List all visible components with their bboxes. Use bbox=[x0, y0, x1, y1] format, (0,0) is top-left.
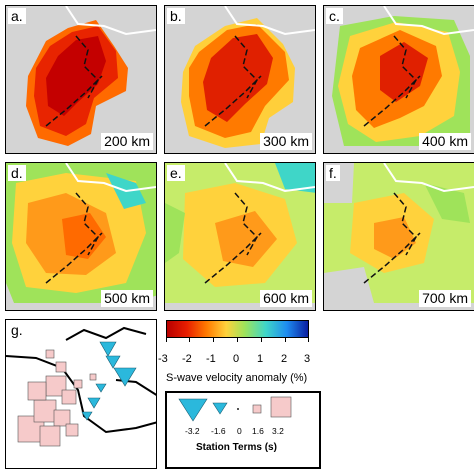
depth-label-f: 700 km bbox=[419, 290, 471, 307]
colorbar-tick-label: 2 bbox=[281, 353, 288, 365]
station-terms-map bbox=[6, 326, 156, 447]
station-term-label: 1.6 bbox=[252, 426, 264, 436]
depth-label-c: 400 km bbox=[419, 133, 471, 150]
colorbar bbox=[166, 320, 309, 338]
station-terms-title: Station Terms (s) bbox=[196, 442, 277, 453]
tomography-panel-f: f. 700 km bbox=[323, 162, 474, 311]
panel-label-c: c. bbox=[326, 8, 343, 24]
tomography-panel-d: d. 500 km bbox=[5, 162, 157, 311]
panel-label-e: e. bbox=[167, 165, 185, 181]
velocity-map-d bbox=[6, 163, 156, 303]
depth-label-b: 300 km bbox=[260, 133, 312, 150]
colorbar-tick-label: 3 bbox=[304, 353, 311, 365]
velocity-map-e bbox=[165, 163, 315, 303]
velocity-map-a bbox=[26, 6, 156, 146]
colorbar-tick-label: 0 bbox=[233, 353, 240, 365]
depth-label-d: 500 km bbox=[101, 290, 153, 307]
station-term-label: 0 bbox=[237, 426, 242, 436]
station-terms-symbols bbox=[178, 396, 292, 422]
depth-label-e: 600 km bbox=[260, 290, 312, 307]
station-term-label: 3.2 bbox=[272, 426, 284, 436]
panel-label-b: b. bbox=[167, 8, 185, 24]
panel-label-d: d. bbox=[8, 165, 26, 181]
panel-label-f: f. bbox=[326, 165, 340, 181]
velocity-map-f bbox=[324, 163, 474, 303]
colorbar-tick-label: -3 bbox=[158, 353, 168, 365]
velocity-map-c bbox=[332, 6, 474, 146]
tomography-panel-c: c. 400 km bbox=[323, 5, 474, 154]
panel-label-g: g. bbox=[8, 322, 26, 338]
tomography-panel-b: b. 300 km bbox=[164, 5, 316, 154]
colorbar-tick-label: -2 bbox=[182, 353, 192, 365]
station-term-label: -1.6 bbox=[211, 426, 226, 436]
colorbar-tick-label: 1 bbox=[257, 353, 264, 365]
station-term-label: -3.2 bbox=[185, 426, 200, 436]
panel-label-a: a. bbox=[8, 8, 26, 24]
tomography-panel-a: a. 200 km bbox=[5, 5, 157, 154]
tomography-panel-e: e. 600 km bbox=[164, 162, 316, 311]
colorbar-title: S-wave velocity anomaly (%) bbox=[166, 372, 308, 384]
station-terms-panel-g: g. bbox=[5, 319, 157, 469]
station-terms-legend bbox=[165, 391, 321, 469]
depth-label-a: 200 km bbox=[101, 133, 153, 150]
velocity-map-b bbox=[181, 6, 315, 148]
colorbar-tick-label: -1 bbox=[206, 353, 216, 365]
